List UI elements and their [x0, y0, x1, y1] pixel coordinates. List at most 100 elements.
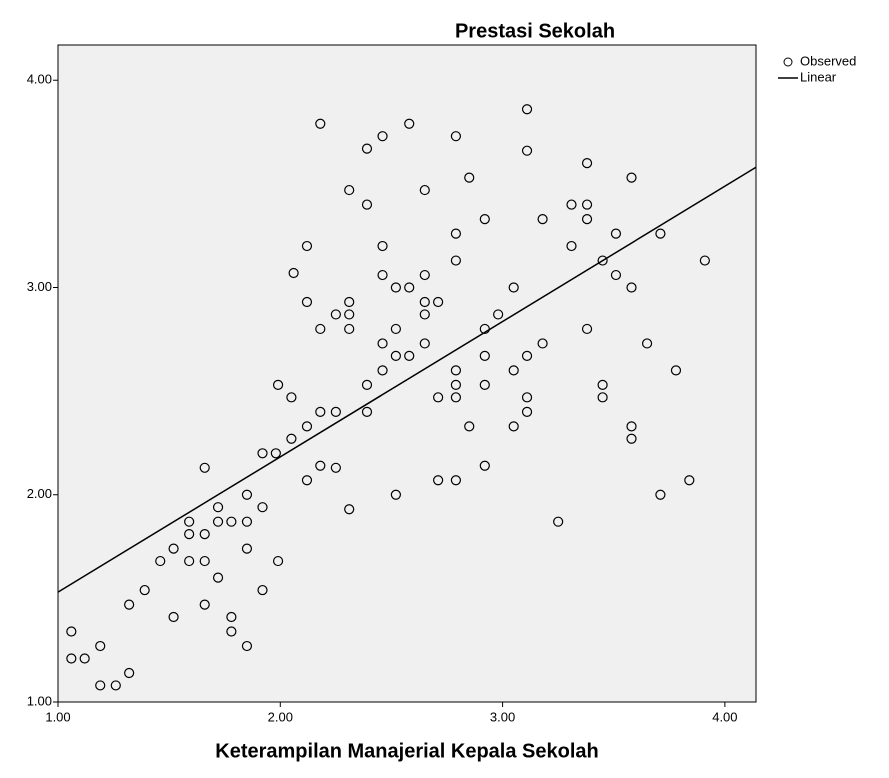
data-point: [433, 475, 444, 486]
data-point: [95, 640, 106, 652]
data-point: [404, 118, 415, 129]
data-point: [581, 323, 593, 335]
data-point: [479, 213, 490, 225]
data-point: [184, 529, 195, 540]
plot-area: [57, 44, 757, 703]
data-point: [361, 143, 373, 154]
data-point: [199, 555, 210, 567]
data-point: [257, 502, 268, 513]
data-point: [419, 269, 430, 281]
y-tick-label: 4.00: [27, 72, 52, 87]
data-point: [521, 406, 533, 417]
data-point: [433, 392, 444, 403]
data-point: [537, 213, 548, 225]
data-point: [241, 640, 253, 652]
data-point: [286, 392, 297, 403]
data-point: [419, 296, 430, 308]
data-point: [344, 504, 355, 515]
data-point: [272, 379, 284, 390]
data-point: [684, 475, 695, 486]
data-point: [464, 172, 475, 183]
data-point: [626, 433, 637, 444]
y-tick-label: 2.00: [27, 486, 52, 501]
data-point: [361, 406, 373, 417]
data-point: [377, 269, 388, 281]
data-point: [479, 350, 490, 361]
data-point: [419, 309, 430, 320]
data-point: [301, 421, 313, 432]
data-point: [521, 392, 533, 403]
data-point: [566, 240, 577, 252]
fit-line: [57, 166, 757, 593]
data-point: [226, 516, 237, 527]
data-point: [315, 323, 326, 335]
data-point: [344, 296, 355, 308]
data-point: [301, 240, 313, 252]
data-point: [199, 462, 210, 473]
data-point: [315, 406, 326, 417]
data-point: [508, 421, 519, 432]
data-point: [257, 448, 268, 459]
data-point: [212, 516, 224, 527]
data-point: [184, 555, 195, 567]
y-tick-label: 3.00: [27, 279, 52, 294]
data-point: [344, 323, 355, 335]
chart-title: Prestasi Sekolah: [455, 20, 615, 42]
data-point: [597, 255, 608, 266]
data-point: [699, 255, 710, 266]
data-point: [670, 365, 682, 376]
data-point: [390, 323, 401, 335]
data-point: [212, 502, 224, 513]
data-point: [199, 529, 210, 540]
data-point: [315, 118, 326, 129]
data-point: [272, 555, 284, 567]
data-point: [626, 172, 637, 183]
data-point: [377, 240, 388, 252]
legend-label: Observed: [800, 53, 856, 68]
data-point: [597, 379, 608, 390]
data-point: [479, 460, 490, 471]
data-point: [155, 555, 166, 567]
data-point: [433, 296, 444, 308]
data-point: [419, 184, 430, 196]
data-point: [95, 680, 106, 691]
data-point: [581, 213, 593, 225]
data-point: [288, 267, 299, 279]
data-point: [464, 421, 475, 432]
data-point: [521, 145, 533, 156]
data-point: [241, 516, 253, 527]
data-point: [330, 309, 341, 320]
x-tick-label: 2.00: [268, 709, 293, 724]
data-point: [404, 282, 415, 293]
data-point: [212, 572, 224, 583]
data-point: [301, 475, 313, 486]
data-point: [390, 350, 401, 361]
data-point: [110, 680, 121, 691]
data-point: [377, 338, 388, 349]
data-point: [139, 584, 150, 596]
data-point: [450, 255, 462, 266]
y-tick-label: 1.00: [27, 693, 52, 708]
x-axis-label: Keterampilan Manajerial Kepala Sekolah: [215, 740, 599, 762]
data-point: [124, 667, 135, 679]
data-point: [66, 653, 77, 664]
data-point: [361, 379, 373, 390]
data-point: [450, 365, 462, 376]
legend-label: Linear: [800, 69, 837, 84]
data-point: [521, 350, 533, 361]
data-point: [286, 433, 297, 444]
data-point: [241, 543, 253, 554]
data-point: [450, 379, 462, 390]
data-point: [450, 228, 462, 239]
data-point: [419, 338, 430, 349]
data-point: [641, 338, 653, 349]
data-point: [390, 489, 401, 500]
data-point: [344, 184, 355, 196]
x-tick-label: 1.00: [45, 709, 70, 724]
data-point: [566, 199, 577, 210]
data-point: [124, 599, 135, 610]
data-point: [450, 392, 462, 403]
data-point: [610, 228, 622, 239]
data-point: [450, 475, 462, 486]
